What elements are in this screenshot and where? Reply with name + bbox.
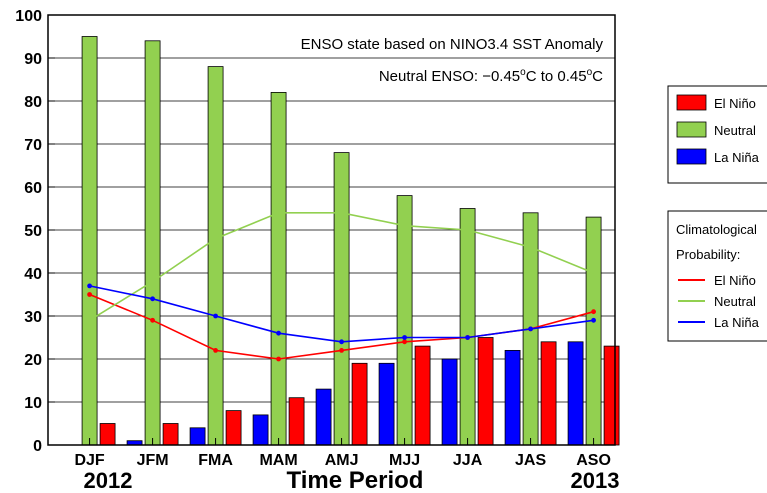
bar-la-nina [441, 358, 458, 446]
point-el-nino [339, 348, 344, 353]
bar-neutral [144, 40, 161, 446]
point-la-nina [591, 317, 596, 323]
bars [81, 36, 620, 446]
bar-la-nina [504, 349, 521, 446]
bar-la-nina [567, 341, 584, 446]
y-tick-label: 20 [24, 352, 42, 369]
bar-neutral [396, 195, 413, 446]
bar-el-nino [288, 397, 305, 446]
legend-swatch-neutral [676, 121, 707, 138]
point-la-nina [402, 335, 407, 340]
x-tick-label: AMJ [325, 452, 359, 469]
bar-el-nino [162, 423, 179, 446]
annotation-line1: ENSO state based on NINO3.4 SST Anomaly [301, 36, 604, 53]
x-tick-label: DJF [74, 452, 104, 469]
legend-label-el-nino: El Niño [714, 96, 756, 111]
line-neutral [89, 212, 594, 321]
bar-neutral [333, 152, 350, 446]
point-la-nina [213, 313, 218, 319]
point-el-nino [402, 339, 407, 345]
x-tick-label: JJA [453, 452, 483, 469]
point-la-nina [150, 296, 155, 302]
legend-line-label-la-nina: La Niña [714, 315, 760, 330]
bar-la-nina [378, 362, 395, 446]
y-tick-label: 100 [15, 8, 42, 25]
y-tick-label: 70 [24, 137, 42, 154]
x-axis: DJF JFM FMA MAM AMJ MJJ JJA JAS ASO [74, 438, 611, 469]
x-tick-label: ASO [576, 452, 611, 469]
bar-neutral [270, 92, 287, 446]
y-tick-label: 10 [24, 395, 42, 412]
bar-el-nino [99, 423, 116, 446]
bar-neutral [81, 36, 98, 446]
point-el-nino [591, 309, 596, 315]
annotation-line2: Neutral ENSO: −0.45oC to 0.45oC [379, 67, 603, 85]
bar-el-nino [603, 345, 620, 446]
bar-el-nino [540, 341, 557, 446]
bar-la-nina [252, 414, 269, 446]
legend-line-label-el-nino: El Niño [714, 273, 756, 288]
line-legend-title-1: Climatological [676, 222, 757, 237]
bar-el-nino [351, 362, 368, 446]
x-tick-label: JFM [137, 452, 169, 469]
point-el-nino [150, 317, 155, 323]
point-la-nina [276, 330, 281, 336]
y-tick-label: 0 [33, 438, 42, 455]
point-el-nino [213, 348, 218, 353]
legend-swatch-el-nino [676, 94, 707, 111]
end-year-label: 2013 [571, 468, 620, 493]
y-tick-label: 30 [24, 309, 42, 326]
bar-legend: El Niño Neutral La Niña [667, 85, 767, 184]
legend-label-la-nina: La Niña [714, 150, 760, 165]
point-la-nina [528, 326, 533, 332]
x-axis-title: Time Period [287, 467, 424, 493]
legend-label-neutral: Neutral [714, 123, 756, 138]
point-la-nina [87, 283, 92, 289]
y-tick-label: 60 [24, 180, 42, 197]
y-axis: 0 10 20 30 40 50 60 70 80 90 100 [15, 8, 55, 455]
climatology-lines [87, 212, 596, 362]
x-tick-label: MJJ [389, 452, 420, 469]
y-tick-label: 80 [24, 94, 42, 111]
bar-la-nina [315, 388, 332, 446]
bar-el-nino [414, 345, 431, 446]
legend-line-label-neutral: Neutral [714, 294, 756, 309]
y-tick-label: 50 [24, 223, 42, 240]
bar-neutral [459, 208, 476, 446]
bar-el-nino [225, 410, 242, 446]
line-legend-title-2: Probability: [676, 247, 740, 262]
x-tick-label: JAS [515, 452, 546, 469]
point-el-nino [276, 356, 281, 362]
x-tick-label: MAM [259, 452, 297, 469]
bar-neutral [585, 216, 602, 446]
x-tick-label: FMA [198, 452, 233, 469]
point-la-nina [339, 339, 344, 345]
y-tick-label: 90 [24, 51, 42, 68]
y-tick-label: 40 [24, 266, 42, 283]
start-year-label: 2012 [84, 468, 133, 493]
point-la-nina [465, 335, 470, 340]
point-el-nino [87, 292, 92, 297]
line-legend: Climatological Probability: El Niño Neutr… [667, 210, 767, 342]
bar-neutral [207, 66, 224, 446]
legend-swatch-la-nina [676, 148, 707, 165]
line-legend-box [667, 210, 767, 342]
bar-el-nino [477, 337, 494, 446]
bar-la-nina [189, 427, 206, 446]
